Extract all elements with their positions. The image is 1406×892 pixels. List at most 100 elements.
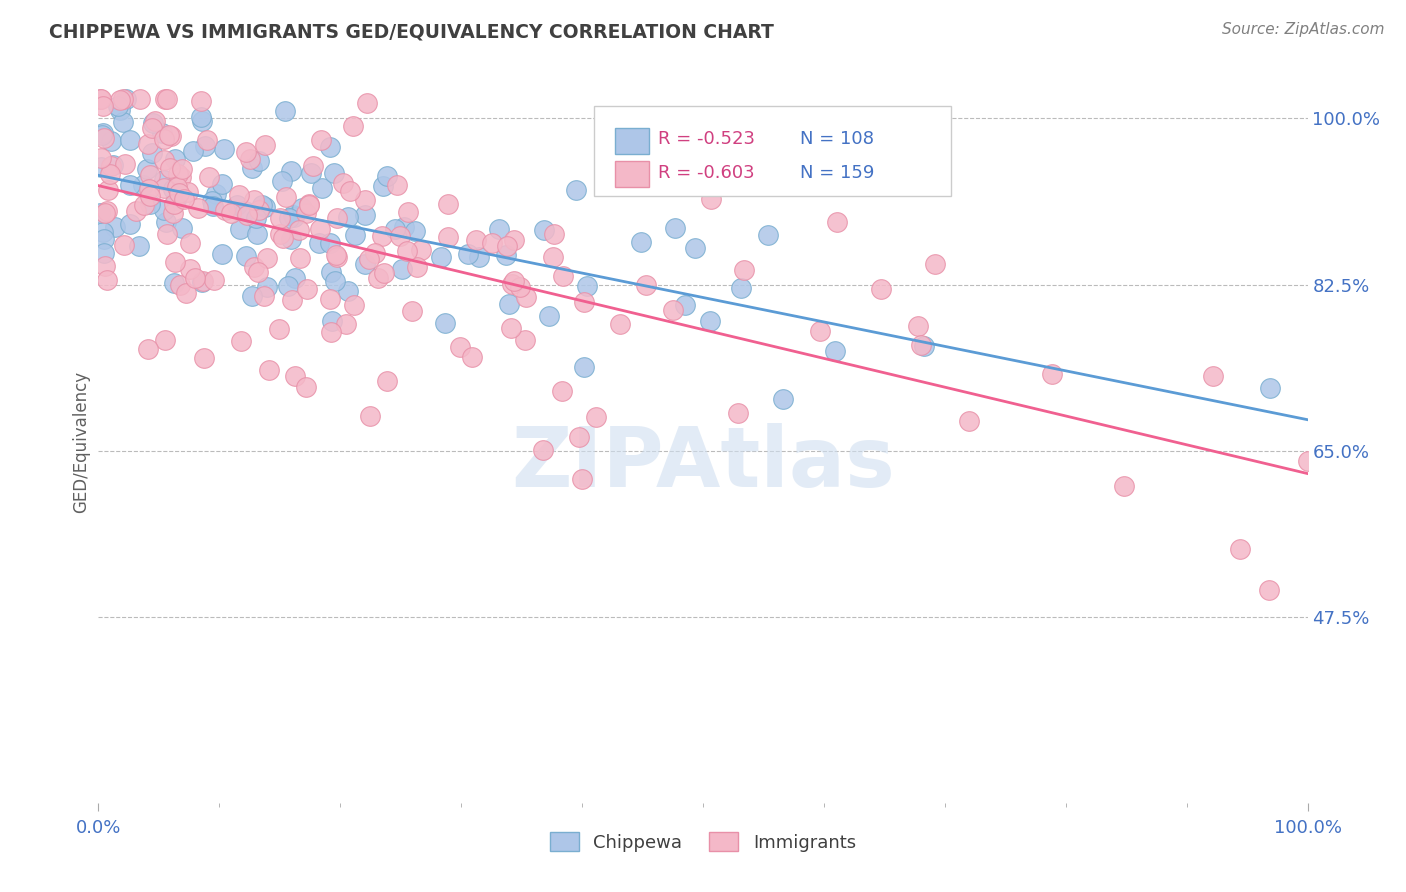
Immigrants bbox=[153, 132, 176, 146]
Immigrants bbox=[1296, 454, 1319, 468]
Immigrants bbox=[138, 136, 160, 151]
Chippewa bbox=[572, 359, 595, 374]
Chippewa bbox=[229, 222, 252, 236]
Immigrants bbox=[235, 145, 257, 159]
Immigrants bbox=[145, 114, 167, 128]
Immigrants bbox=[543, 227, 565, 242]
Immigrants bbox=[294, 206, 316, 220]
Immigrants bbox=[229, 334, 252, 348]
Chippewa bbox=[212, 142, 235, 156]
Chippewa bbox=[308, 236, 330, 251]
Immigrants bbox=[179, 235, 201, 250]
Immigrants bbox=[246, 265, 269, 279]
Chippewa bbox=[433, 316, 456, 330]
Immigrants bbox=[309, 221, 332, 235]
Chippewa bbox=[277, 279, 299, 293]
Immigrants bbox=[253, 289, 276, 303]
Immigrants bbox=[359, 409, 381, 423]
Immigrants bbox=[284, 368, 307, 383]
Immigrants bbox=[571, 472, 593, 486]
Chippewa bbox=[699, 314, 721, 328]
Immigrants bbox=[134, 198, 156, 212]
Chippewa bbox=[630, 235, 652, 249]
Chippewa bbox=[242, 161, 264, 175]
Immigrants bbox=[288, 251, 311, 265]
Chippewa bbox=[100, 135, 122, 149]
Immigrants bbox=[634, 278, 657, 293]
Chippewa bbox=[256, 280, 278, 294]
Immigrants bbox=[254, 138, 277, 153]
Immigrants bbox=[169, 277, 191, 292]
Immigrants bbox=[551, 384, 574, 398]
Chippewa bbox=[253, 201, 276, 215]
Immigrants bbox=[1229, 542, 1251, 557]
Immigrants bbox=[249, 202, 271, 217]
Chippewa bbox=[225, 197, 247, 211]
Chippewa bbox=[495, 248, 517, 262]
Chippewa bbox=[93, 246, 115, 260]
Immigrants bbox=[335, 318, 357, 332]
Chippewa bbox=[128, 239, 150, 253]
Immigrants bbox=[156, 227, 179, 241]
Immigrants bbox=[436, 197, 458, 211]
Chippewa bbox=[153, 173, 176, 187]
Immigrants bbox=[326, 211, 349, 225]
Chippewa bbox=[337, 211, 360, 225]
Chippewa bbox=[191, 114, 214, 128]
Immigrants bbox=[90, 92, 112, 106]
Chippewa bbox=[108, 103, 131, 117]
Chippewa bbox=[205, 186, 228, 201]
Chippewa bbox=[155, 215, 177, 229]
Chippewa bbox=[318, 139, 340, 153]
Chippewa bbox=[673, 298, 696, 312]
Immigrants bbox=[153, 153, 176, 168]
Immigrants bbox=[128, 92, 150, 106]
Immigrants bbox=[461, 351, 484, 365]
Legend: Chippewa, Immigrants: Chippewa, Immigrants bbox=[543, 825, 863, 859]
Chippewa bbox=[141, 145, 163, 160]
Chippewa bbox=[162, 182, 184, 196]
Immigrants bbox=[354, 193, 377, 207]
Immigrants bbox=[91, 99, 114, 113]
Chippewa bbox=[118, 218, 141, 232]
Chippewa bbox=[468, 250, 491, 264]
Chippewa bbox=[575, 279, 598, 293]
Chippewa bbox=[824, 344, 846, 359]
Bar bbox=[614, 161, 648, 187]
Immigrants bbox=[281, 293, 304, 307]
Immigrants bbox=[219, 206, 242, 220]
Chippewa bbox=[118, 178, 141, 192]
Chippewa bbox=[299, 166, 322, 180]
Bar bbox=[614, 128, 648, 153]
Immigrants bbox=[166, 179, 188, 194]
Immigrants bbox=[228, 188, 250, 202]
Chippewa bbox=[323, 274, 346, 288]
Immigrants bbox=[112, 237, 135, 252]
Immigrants bbox=[359, 252, 381, 266]
Immigrants bbox=[568, 430, 591, 444]
Chippewa bbox=[430, 250, 453, 264]
Chippewa bbox=[730, 281, 752, 295]
Text: R = -0.603: R = -0.603 bbox=[658, 163, 755, 182]
Chippewa bbox=[115, 92, 138, 106]
Immigrants bbox=[662, 302, 685, 317]
Immigrants bbox=[162, 197, 184, 211]
Immigrants bbox=[93, 130, 115, 145]
Chippewa bbox=[537, 309, 560, 323]
Text: CHIPPEWA VS IMMIGRANTS GED/EQUIVALENCY CORRELATION CHART: CHIPPEWA VS IMMIGRANTS GED/EQUIVALENCY C… bbox=[49, 22, 775, 41]
Immigrants bbox=[269, 227, 291, 241]
Immigrants bbox=[97, 183, 120, 197]
Chippewa bbox=[190, 110, 212, 124]
Chippewa bbox=[89, 206, 111, 220]
Chippewa bbox=[270, 173, 292, 187]
Immigrants bbox=[543, 250, 565, 264]
Chippewa bbox=[90, 128, 112, 142]
Immigrants bbox=[269, 322, 291, 336]
Immigrants bbox=[436, 230, 458, 244]
Chippewa bbox=[201, 194, 224, 209]
Chippewa bbox=[107, 98, 129, 112]
Text: ZIPAtlas: ZIPAtlas bbox=[510, 423, 896, 504]
Immigrants bbox=[727, 407, 749, 421]
Chippewa bbox=[139, 197, 162, 211]
Chippewa bbox=[142, 116, 165, 130]
